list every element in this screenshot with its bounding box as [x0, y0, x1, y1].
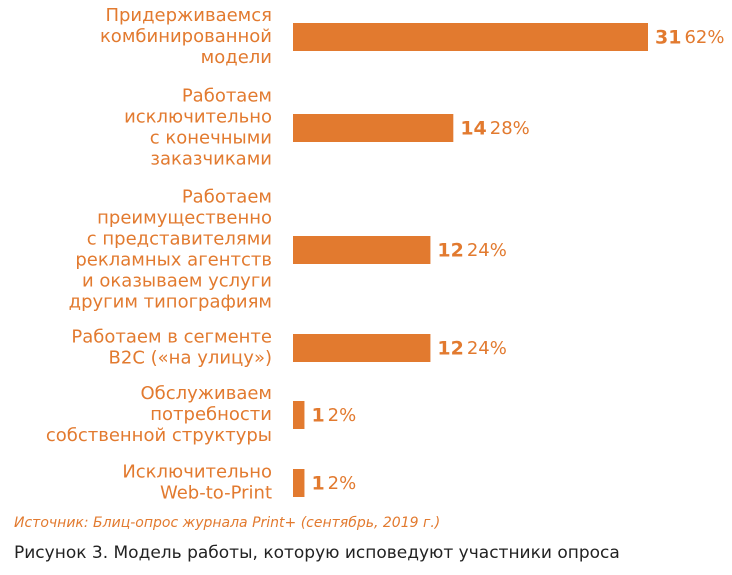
bar [293, 236, 431, 264]
bar [293, 334, 431, 362]
category-label: B2C («на улицу») [109, 348, 272, 369]
category-label: Придерживаемся [105, 5, 272, 26]
percent-label: 2% [328, 405, 357, 426]
value-label: 14 [460, 118, 486, 140]
category-label: Обслуживаем [140, 383, 272, 404]
category-label: рекламных агентств [75, 250, 272, 271]
source-note: Источник: Блиц-опрос журнала Print+ (сен… [14, 515, 440, 531]
bar [293, 23, 648, 51]
category-label: собственной структуры [46, 425, 272, 446]
category-label: исключительно [124, 107, 272, 128]
category-label: другим типографиям [69, 292, 272, 313]
percent-label: 62% [684, 27, 724, 48]
category-label: Работаем [182, 187, 272, 208]
value-label: 12 [437, 338, 463, 360]
category-label: преимущественно [97, 208, 272, 229]
category-label: Исключительно [122, 462, 272, 483]
category-label: комбинированной [100, 26, 272, 47]
category-label: с конечными [150, 128, 272, 149]
caption: Рисунок 3. Модель работы, которую испове… [14, 543, 620, 563]
percent-label: 24% [467, 338, 507, 359]
value-label: 12 [437, 240, 463, 262]
category-label: заказчиками [150, 149, 272, 170]
category-label: Работаем в сегменте [71, 327, 272, 348]
bar [293, 401, 305, 429]
percent-label: 28% [490, 118, 530, 139]
bar [293, 469, 305, 497]
value-label: 31 [655, 27, 681, 49]
category-label: и оказываем услуги [82, 271, 272, 292]
category-label: модели [201, 47, 272, 68]
bar [293, 114, 454, 142]
percent-label: 2% [328, 473, 357, 494]
percent-label: 24% [467, 240, 507, 261]
category-label: Web-to-Print [160, 483, 272, 504]
category-label: с представителями [87, 229, 272, 250]
value-label: 1 [311, 473, 324, 495]
category-label: Работаем [182, 86, 272, 107]
category-label: потребности [150, 404, 272, 425]
value-label: 1 [311, 405, 324, 427]
